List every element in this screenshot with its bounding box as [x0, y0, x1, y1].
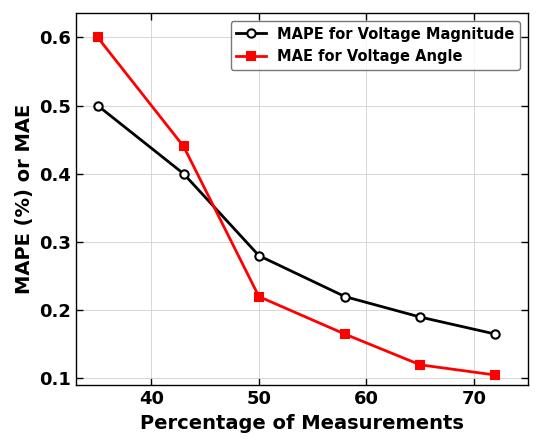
Line: MAPE for Voltage Magnitude: MAPE for Voltage Magnitude — [94, 101, 499, 338]
MAPE for Voltage Magnitude — [492, 332, 499, 337]
MAPE for Voltage Magnitude — [181, 171, 187, 177]
MAPE for Voltage Magnitude — [256, 253, 262, 258]
MAPE for Voltage Magnitude — [342, 294, 348, 299]
X-axis label: Percentage of Measurements: Percentage of Measurements — [140, 414, 464, 433]
Legend: MAPE for Voltage Magnitude, MAE for Voltage Angle: MAPE for Voltage Magnitude, MAE for Volt… — [231, 21, 521, 70]
Line: MAE for Voltage Angle: MAE for Voltage Angle — [94, 33, 499, 379]
Y-axis label: MAPE (%) or MAE: MAPE (%) or MAE — [15, 104, 34, 294]
MAE for Voltage Angle — [492, 372, 499, 378]
MAPE for Voltage Magnitude — [417, 314, 423, 320]
MAE for Voltage Angle — [95, 34, 101, 40]
MAE for Voltage Angle — [256, 294, 262, 299]
MAE for Voltage Angle — [181, 144, 187, 149]
MAE for Voltage Angle — [417, 362, 423, 367]
MAE for Voltage Angle — [342, 332, 348, 337]
MAPE for Voltage Magnitude — [95, 103, 101, 108]
